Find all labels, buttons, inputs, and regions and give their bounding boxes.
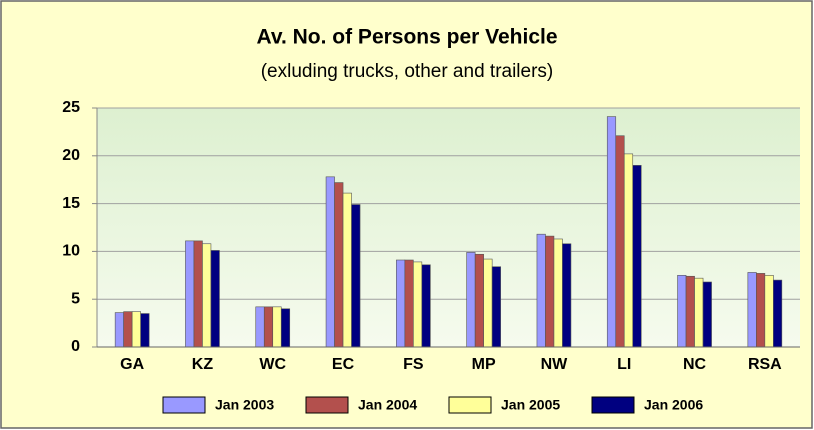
x-tick-label: NW bbox=[541, 356, 569, 373]
x-tick-label: RSA bbox=[748, 356, 782, 373]
bar bbox=[263, 306, 274, 348]
bar bbox=[773, 279, 783, 348]
bar bbox=[280, 308, 291, 348]
bar bbox=[140, 313, 150, 348]
bar bbox=[545, 235, 555, 348]
bar bbox=[553, 238, 563, 348]
x-tick-label: GA bbox=[120, 356, 144, 373]
bar bbox=[747, 272, 757, 348]
legend-label: Jan 2005 bbox=[501, 397, 560, 413]
legend-swatch bbox=[162, 396, 206, 414]
bar bbox=[255, 306, 265, 348]
bar bbox=[185, 240, 195, 348]
y-tick-label: 25 bbox=[62, 99, 80, 116]
x-tick-label: WC bbox=[259, 356, 286, 373]
bar bbox=[474, 253, 484, 348]
bar bbox=[491, 266, 501, 348]
bar bbox=[131, 311, 141, 348]
bar bbox=[536, 233, 546, 348]
bar bbox=[615, 135, 625, 348]
chart-subtitle: (exluding trucks, other and trailers) bbox=[261, 61, 554, 82]
x-tick-label: LI bbox=[617, 356, 631, 373]
bar bbox=[677, 274, 687, 348]
x-tick-label: MP bbox=[472, 356, 496, 373]
legend-label: Jan 2006 bbox=[644, 397, 703, 413]
x-tick-label: EC bbox=[332, 356, 355, 373]
bar bbox=[351, 204, 361, 348]
x-tick-label: KZ bbox=[192, 356, 214, 373]
y-tick-label: 15 bbox=[62, 195, 80, 212]
legend-swatch bbox=[591, 396, 635, 414]
bar bbox=[764, 274, 774, 348]
y-tick-label: 20 bbox=[62, 147, 80, 164]
x-tick-label: NC bbox=[683, 356, 707, 373]
bar bbox=[210, 250, 220, 348]
legend-label: Jan 2004 bbox=[358, 397, 417, 413]
y-tick-label: 10 bbox=[62, 243, 80, 260]
bar bbox=[396, 259, 406, 348]
bar bbox=[756, 273, 766, 348]
bar bbox=[623, 153, 634, 348]
chart-title: Av. No. of Persons per Vehicle bbox=[256, 26, 557, 49]
bar bbox=[123, 311, 133, 348]
bar bbox=[421, 264, 431, 348]
bar bbox=[606, 116, 617, 348]
bar bbox=[325, 176, 335, 348]
bar bbox=[404, 259, 414, 348]
bar bbox=[562, 243, 572, 348]
bar bbox=[685, 275, 695, 348]
legend-label: Jan 2003 bbox=[215, 397, 274, 413]
bar bbox=[702, 281, 712, 348]
bar bbox=[413, 261, 423, 348]
legend-swatch bbox=[448, 396, 492, 414]
bar bbox=[632, 165, 642, 348]
legend-swatch bbox=[305, 396, 349, 414]
y-tick-label: 5 bbox=[71, 290, 80, 307]
x-tick-label: FS bbox=[403, 356, 424, 373]
bar bbox=[342, 192, 352, 348]
bar bbox=[193, 240, 203, 348]
bar bbox=[272, 306, 282, 348]
bar bbox=[202, 243, 212, 348]
bar bbox=[466, 252, 476, 348]
bar bbox=[114, 312, 124, 348]
legend: Jan 2003 Jan 2004 Jan 2005 Jan 2006 bbox=[162, 396, 703, 414]
bar bbox=[334, 182, 344, 348]
bar bbox=[694, 277, 704, 348]
y-tick-label: 0 bbox=[71, 338, 80, 355]
bar bbox=[483, 258, 493, 348]
